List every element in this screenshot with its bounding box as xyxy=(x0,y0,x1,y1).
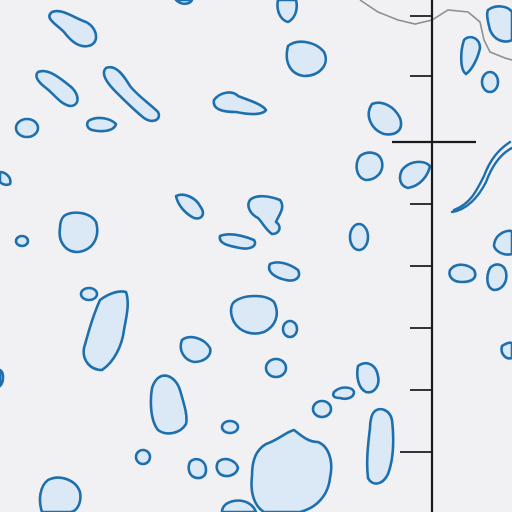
lake xyxy=(0,170,12,187)
railway xyxy=(400,0,434,512)
lake xyxy=(229,294,278,335)
lake xyxy=(448,263,477,284)
lake xyxy=(174,0,194,6)
lake xyxy=(82,290,129,372)
lake xyxy=(311,399,333,419)
lake xyxy=(220,419,240,435)
lake xyxy=(35,69,79,108)
lake xyxy=(367,101,403,136)
lake xyxy=(14,234,30,248)
lake xyxy=(174,193,205,220)
lake xyxy=(218,233,257,250)
lake xyxy=(38,476,82,512)
lake xyxy=(0,368,5,388)
lake xyxy=(58,211,99,254)
lake xyxy=(492,229,512,256)
lake xyxy=(355,362,380,394)
lake xyxy=(102,65,161,123)
lake xyxy=(79,286,99,302)
boundary-line xyxy=(359,0,512,61)
lake xyxy=(365,407,395,485)
lake xyxy=(149,374,188,435)
lake xyxy=(247,194,284,236)
lake xyxy=(485,5,512,43)
lake xyxy=(331,386,356,401)
lake xyxy=(14,117,40,139)
lake xyxy=(500,341,512,360)
lake xyxy=(281,319,299,339)
lake xyxy=(264,357,288,379)
lake xyxy=(355,151,384,182)
lake xyxy=(220,499,258,512)
lake xyxy=(48,9,98,48)
lake xyxy=(267,261,301,282)
lake xyxy=(285,40,327,78)
lake xyxy=(85,116,118,133)
lake xyxy=(250,428,333,512)
lake xyxy=(212,91,268,116)
lake xyxy=(134,448,152,466)
lake xyxy=(215,457,240,478)
lake xyxy=(276,0,299,24)
stream xyxy=(450,140,512,214)
lake xyxy=(348,222,370,252)
lake xyxy=(459,35,482,76)
lake xyxy=(486,263,508,292)
lake xyxy=(187,457,208,480)
lake xyxy=(398,160,432,190)
lake xyxy=(480,70,500,94)
lake xyxy=(179,335,212,364)
